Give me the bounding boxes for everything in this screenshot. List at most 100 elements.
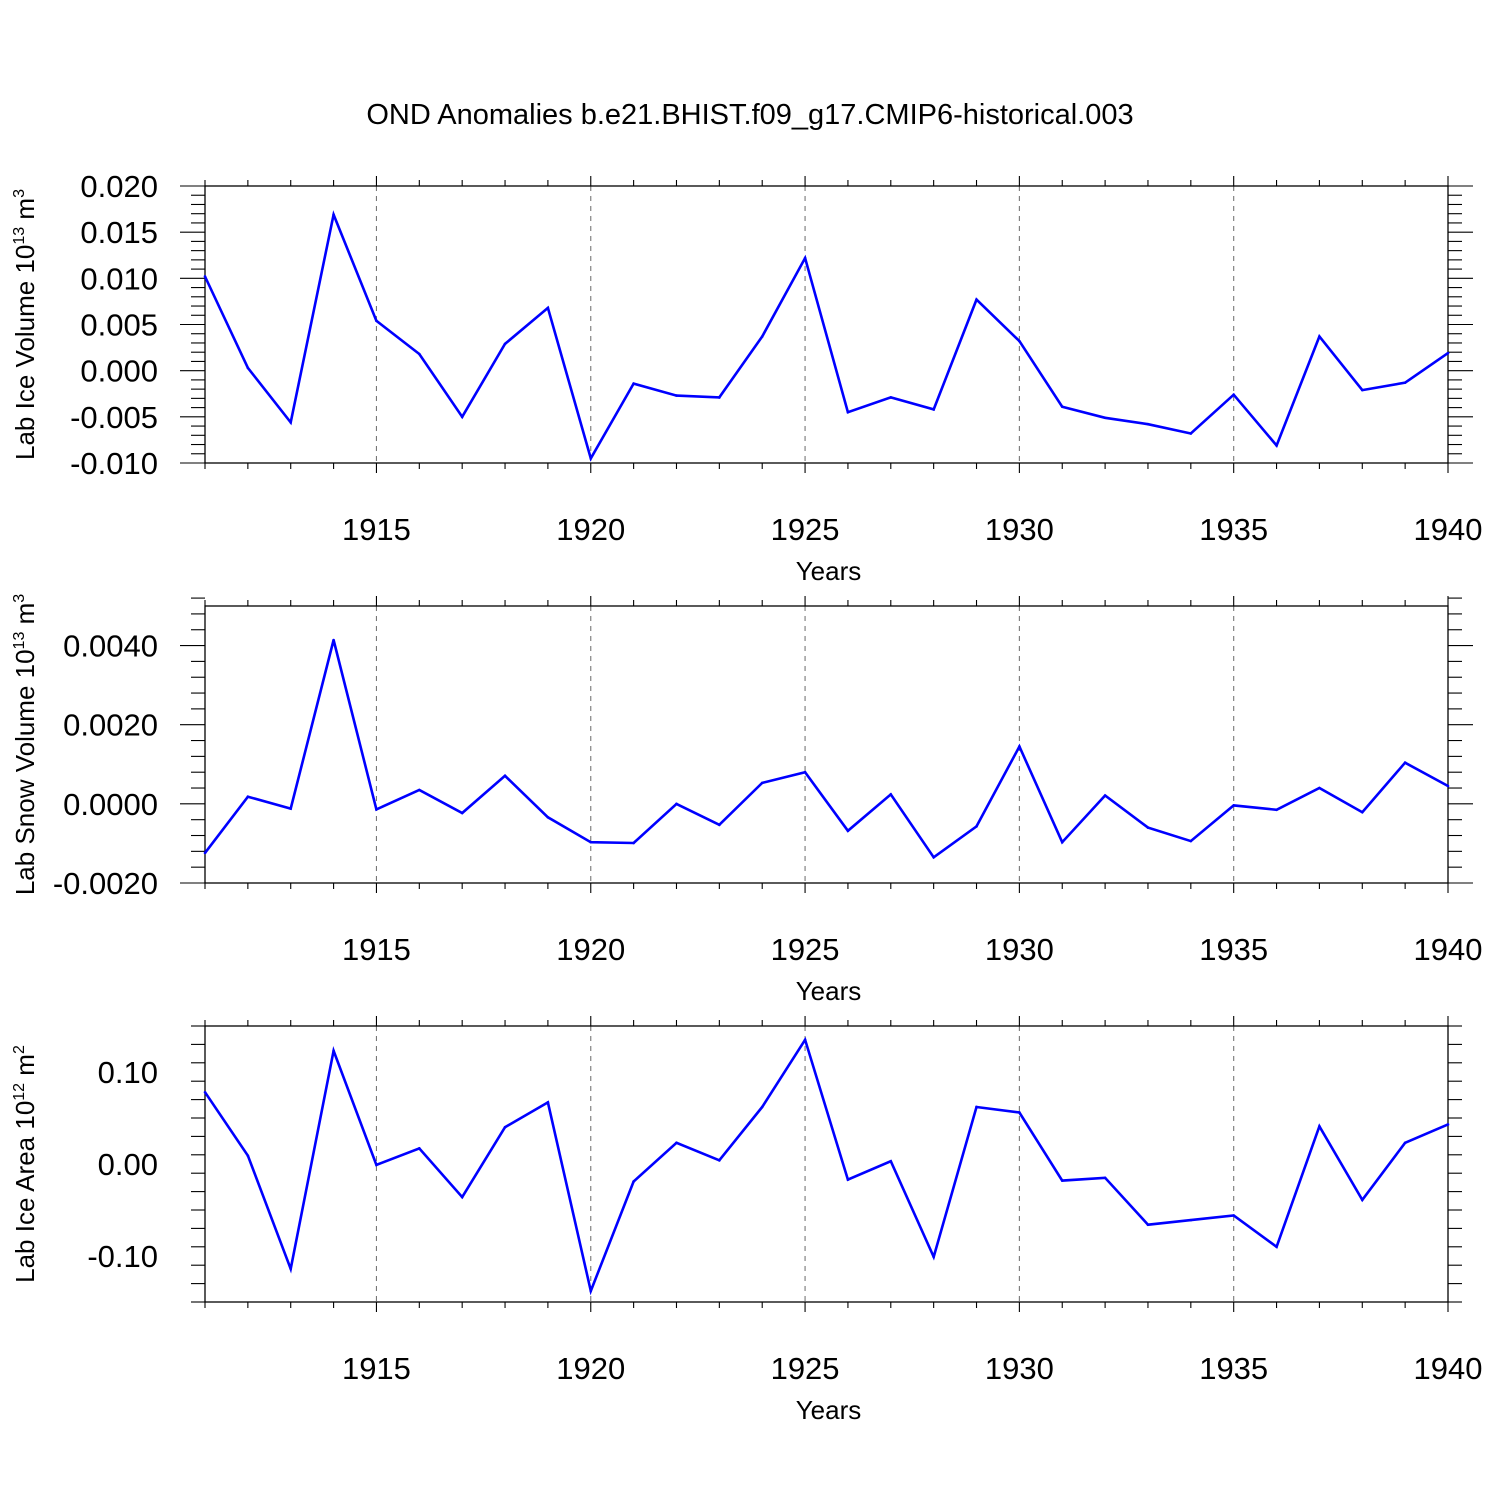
data-point-1927 <box>889 396 893 399</box>
data-point-1926 <box>846 1178 850 1181</box>
y-axis-title-exponent: 13 <box>11 227 28 245</box>
y-axis-title: Lab Ice Volume 1013 m3 <box>10 189 40 460</box>
data-point-1940 <box>1446 351 1450 355</box>
y-tick-label: 0.0000 <box>63 787 158 822</box>
data-point-1935 <box>1232 393 1235 396</box>
y-axis-title-unit: m <box>10 1054 40 1083</box>
data-point-1925 <box>803 256 807 260</box>
data-point-1918 <box>503 774 507 778</box>
data-point-1940 <box>1446 784 1450 788</box>
data-point-1912 <box>246 1154 250 1158</box>
data-point-1922 <box>675 1141 678 1145</box>
data-point-1925 <box>803 770 807 774</box>
y-tick-label: 0.000 <box>80 354 158 389</box>
x-tick-label-1930: 1930 <box>985 512 1054 547</box>
x-tick-label-1920: 1920 <box>556 932 625 967</box>
data-point-1921 <box>632 382 635 385</box>
y-axis-title-text: Lab Ice Area 10 <box>10 1101 40 1283</box>
data-point-1936 <box>1275 808 1278 812</box>
y-tick-label: -0.10 <box>87 1239 158 1274</box>
data-point-1938 <box>1360 388 1364 392</box>
data-point-1929 <box>975 825 978 828</box>
plot-frame <box>204 1025 1449 1303</box>
y-axis-title: Lab Ice Area 1012 m2 <box>10 1045 40 1283</box>
data-point-1936 <box>1275 444 1278 447</box>
data-point-1934 <box>1189 839 1193 843</box>
data-point-1935 <box>1232 1214 1235 1217</box>
series-line <box>203 639 1449 860</box>
data-point-1930 <box>1018 745 1021 748</box>
y-axis-title-text: Lab Ice Volume 10 <box>10 245 40 460</box>
panel-1: -0.010 -0.005 0.000 0.005 0.010 0.015 0.020 191… <box>10 169 1482 586</box>
data-point-1926 <box>846 829 850 833</box>
data-point-1923 <box>718 1159 721 1162</box>
data-point-1920 <box>589 840 593 844</box>
panel-3: -0.10 0.00 0.10 1915 1920 1925 1930 1935 1940 Yea… <box>10 1016 1482 1425</box>
data-point-1935 <box>1232 804 1235 807</box>
chart-panels: -0.010 -0.005 0.000 0.005 0.010 0.015 0.020 191… <box>10 169 1482 1425</box>
data-point-1937 <box>1318 786 1321 790</box>
data-point-1924 <box>760 1105 764 1109</box>
data-point-1931 <box>1060 1179 1064 1182</box>
data-point-1939 <box>1403 381 1407 384</box>
x-tick-label-1925: 1925 <box>771 1351 840 1386</box>
data-point-1917 <box>460 811 464 815</box>
y-axis-title: Lab Snow Volume 1013 m3 <box>10 594 40 895</box>
data-point-1925 <box>803 1038 807 1042</box>
data-point-1934 <box>1189 432 1193 435</box>
data-point-1911 <box>203 851 207 855</box>
x-tick-label-1915: 1915 <box>342 932 411 967</box>
data-point-1927 <box>889 1159 893 1163</box>
data-point-1930 <box>1018 339 1021 343</box>
plot-frame <box>204 605 1449 884</box>
x-tick-label-1920: 1920 <box>556 1351 625 1386</box>
data-point-1931 <box>1060 405 1064 408</box>
data-point-1911 <box>203 275 207 278</box>
y-tick-label: 0.015 <box>80 215 158 250</box>
x-tick-label-1935: 1935 <box>1199 932 1268 967</box>
data-point-1913 <box>289 807 293 810</box>
y-axis-title-unit: m <box>10 198 40 227</box>
y-axis-title-unit-exponent: 2 <box>11 1045 28 1054</box>
x-tick-label-1940: 1940 <box>1414 512 1483 547</box>
data-point-1915 <box>375 319 378 323</box>
data-point-1919 <box>546 306 550 310</box>
y-axis-title-unit-exponent: 3 <box>11 189 28 198</box>
data-point-1916 <box>418 1147 421 1150</box>
data-point-1928 <box>932 1255 935 1259</box>
data-point-1929 <box>975 298 978 301</box>
x-tick-label-1935: 1935 <box>1199 1351 1268 1386</box>
series-line <box>203 210 1449 462</box>
data-point-1914 <box>332 213 335 216</box>
plot-frame <box>204 185 1449 464</box>
y-axis-title-unit-exponent: 3 <box>11 594 28 603</box>
data-point-1933 <box>1146 826 1150 829</box>
data-point-1928 <box>932 855 935 859</box>
data-point-1923 <box>718 823 721 827</box>
y-tick-label: 0.00 <box>98 1147 158 1182</box>
y-tick-label: 0.0040 <box>63 629 158 664</box>
x-tick-label-1915: 1915 <box>342 1351 411 1386</box>
data-point-1938 <box>1360 1198 1364 1202</box>
data-point-1915 <box>375 808 378 811</box>
data-point-1915 <box>375 1163 378 1167</box>
y-axis-title-exponent: 12 <box>11 1083 28 1101</box>
data-point-1933 <box>1146 422 1150 426</box>
data-point-1938 <box>1360 810 1364 814</box>
data-point-1934 <box>1189 1218 1193 1222</box>
y-tick-label: -0.010 <box>70 446 158 481</box>
data-point-1920 <box>589 1289 593 1293</box>
data-point-1914 <box>332 638 335 642</box>
y-tick-label: 0.005 <box>80 308 158 343</box>
y-tick-label: 0.020 <box>80 169 158 204</box>
y-tick-label: -0.005 <box>70 400 158 435</box>
panel-2: -0.0020 0.0000 0.0020 0.0040 1915 1920 1925 193… <box>10 594 1482 1006</box>
figure-title: OND Anomalies b.e21.BHIST.f09_g17.CMIP6-… <box>366 99 1133 131</box>
x-tick-label-1925: 1925 <box>771 512 840 547</box>
data-point-1930 <box>1018 1111 1021 1114</box>
y-axis-title-unit: m <box>10 603 40 632</box>
data-point-1932 <box>1103 1176 1107 1180</box>
x-axis-title: Years <box>796 1395 862 1425</box>
data-point-1911 <box>203 1090 207 1094</box>
